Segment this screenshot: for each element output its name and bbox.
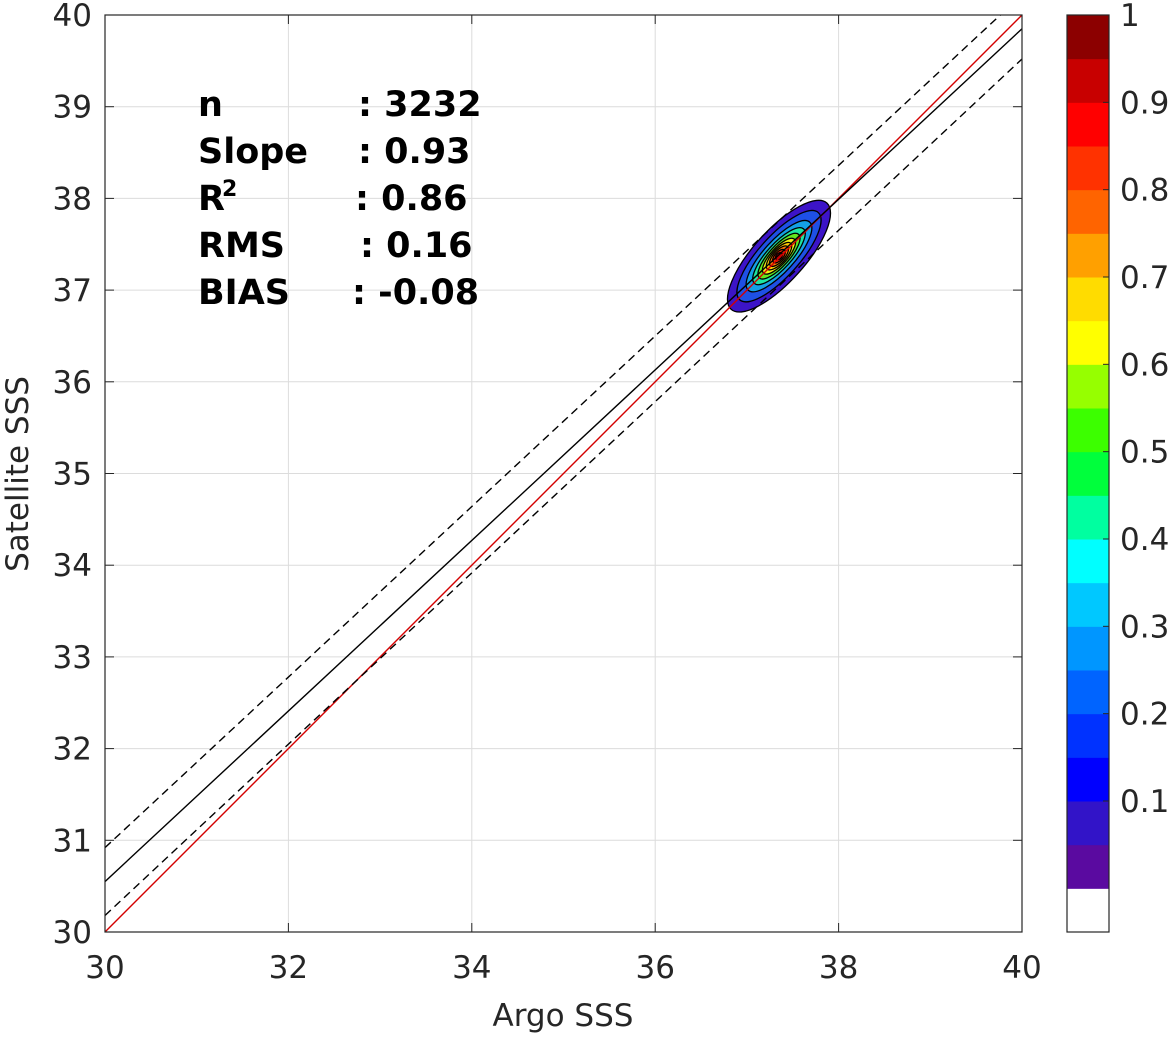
colorbar-frame <box>1066 14 1110 933</box>
stat-label: BIAS <box>198 273 290 313</box>
colorbar-segment <box>1067 539 1109 584</box>
colorbar-tick-label: 0.9 <box>1120 85 1169 121</box>
x-tick-label: 32 <box>269 950 308 986</box>
colorbar-segment <box>1067 801 1109 846</box>
x-axis-label: Argo SSS <box>493 998 634 1034</box>
stat-label: RMS <box>198 226 285 266</box>
x-tick-label: 38 <box>819 950 858 986</box>
fit-lower-bound-line <box>105 58 1022 917</box>
colorbar-segment <box>1067 364 1109 409</box>
one-to-one-line <box>105 15 1022 932</box>
colorbar-tick-label: 0.8 <box>1120 173 1169 209</box>
y-tick-label: 36 <box>53 365 92 401</box>
colorbar-segment <box>1067 408 1109 453</box>
colorbar: 1 0.9 0.8 0.7 0.6 0.5 0.4 0.3 0.2 0.1 <box>1066 0 1169 933</box>
stat-value: : 3232 <box>358 85 482 125</box>
stat-value: : 0.16 <box>360 226 473 266</box>
y-tick-label: 40 <box>53 0 92 34</box>
colorbar-tick-label: 0.4 <box>1120 522 1169 558</box>
x-tick-label: 34 <box>452 950 491 986</box>
colorbar-segment <box>1067 102 1109 147</box>
x-tick-label: 40 <box>1002 950 1041 986</box>
colorbar-tick-label: 0.6 <box>1120 347 1169 383</box>
grid <box>104 14 1023 933</box>
fit-lines <box>105 15 1022 932</box>
colorbar-segment <box>1067 58 1109 103</box>
stat-value: : 0.93 <box>358 132 471 172</box>
axis-ticks: 30 32 34 36 38 40 30 31 32 33 34 35 36 37 38 39 40 <box>53 0 1042 986</box>
stat-label-superscript: 2 <box>222 177 237 202</box>
colorbar-segment <box>1067 277 1109 322</box>
colorbar-segment <box>1067 888 1109 933</box>
y-tick-label: 31 <box>53 823 92 859</box>
stat-label: Slope <box>198 132 308 172</box>
stat-label: R <box>198 179 225 219</box>
colorbar-tick-label: 0.2 <box>1120 697 1169 733</box>
colorbar-tick-label: 1 <box>1120 0 1140 34</box>
colorbar-tick-label: 0.1 <box>1120 784 1169 820</box>
y-axis-label: Satellite SSS <box>0 376 36 572</box>
x-tick-label: 36 <box>635 950 674 986</box>
colorbar-segment <box>1067 844 1109 889</box>
y-tick-label: 32 <box>53 732 92 768</box>
colorbar-segment <box>1067 320 1109 365</box>
y-tick-label: 38 <box>53 181 92 217</box>
y-tick-label: 33 <box>53 640 92 676</box>
stats-box: n : 3232 Slope : 0.93 R2 : 0.86 RMS : 0.16 BIAS:… <box>198 85 482 313</box>
colorbar-segment <box>1067 713 1109 758</box>
stat-value: : 0.86 <box>355 179 468 219</box>
colorbar-segment <box>1067 146 1109 191</box>
y-tick-label: 30 <box>53 915 92 951</box>
colorbar-segment <box>1067 451 1109 496</box>
regression-fit-line <box>105 28 1022 883</box>
colorbar-tick-label: 0.3 <box>1120 609 1169 645</box>
colorbar-segment <box>1067 670 1109 715</box>
stat-label: n <box>198 85 223 125</box>
y-tick-label: 35 <box>53 457 92 493</box>
colorbar-segment <box>1067 495 1109 540</box>
fit-upper-bound-line <box>105 15 1002 849</box>
colorbar-segment <box>1067 757 1109 802</box>
colorbar-tick-label: 0.5 <box>1120 435 1169 471</box>
colorbar-segment <box>1067 582 1109 627</box>
stat-value: : -0.08 <box>352 273 479 313</box>
colorbar-tick-label: 0.7 <box>1120 260 1169 296</box>
x-tick-label: 30 <box>85 950 124 986</box>
colorbar-segment <box>1067 626 1109 671</box>
y-tick-label: 37 <box>53 273 92 309</box>
colorbar-segment <box>1067 15 1109 60</box>
colorbar-segment <box>1067 233 1109 278</box>
y-tick-label: 34 <box>53 548 92 584</box>
y-tick-label: 39 <box>53 90 92 126</box>
colorbar-segment <box>1067 189 1109 234</box>
